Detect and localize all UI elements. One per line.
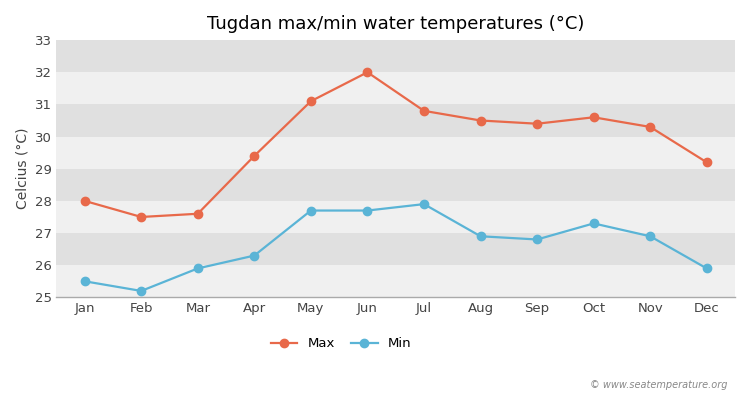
Max	[194, 211, 202, 216]
Max	[702, 160, 711, 165]
Max	[646, 124, 655, 129]
Max	[307, 99, 316, 104]
Bar	[56, 201, 735, 233]
Max	[532, 121, 542, 126]
Min	[646, 234, 655, 239]
Bar	[56, 136, 735, 169]
Bar	[56, 169, 735, 201]
Bar	[56, 40, 735, 72]
Line: Max: Max	[80, 68, 711, 221]
Max	[250, 154, 259, 158]
Legend: Max, Min: Max, Min	[271, 338, 412, 350]
Min	[702, 266, 711, 271]
Min	[363, 208, 372, 213]
Bar	[56, 104, 735, 136]
Min	[590, 221, 598, 226]
Min	[136, 288, 146, 293]
Bar	[56, 72, 735, 104]
Min	[307, 208, 316, 213]
Max	[363, 70, 372, 75]
Min	[80, 279, 89, 284]
Max	[80, 198, 89, 203]
Line: Min: Min	[80, 200, 711, 295]
Bar	[56, 265, 735, 297]
Min	[419, 202, 428, 206]
Max	[590, 115, 598, 120]
Text: © www.seatemperature.org: © www.seatemperature.org	[590, 380, 728, 390]
Title: Tugdan max/min water temperatures (°C): Tugdan max/min water temperatures (°C)	[207, 15, 584, 33]
Min	[250, 253, 259, 258]
Max	[419, 108, 428, 113]
Min	[476, 234, 485, 239]
Max	[136, 214, 146, 219]
Min	[194, 266, 202, 271]
Bar	[56, 233, 735, 265]
Y-axis label: Celcius (°C): Celcius (°C)	[15, 128, 29, 210]
Min	[532, 237, 542, 242]
Max	[476, 118, 485, 123]
